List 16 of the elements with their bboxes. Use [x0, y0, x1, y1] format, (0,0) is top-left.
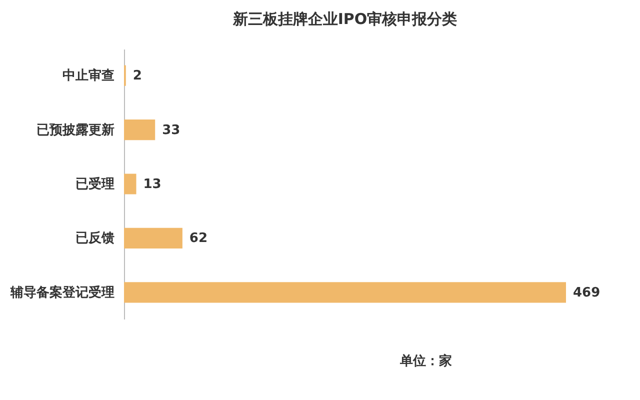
data-label: 33: [162, 122, 180, 138]
y-tick-label: 辅导备案登记受理: [10, 284, 114, 300]
bar: [124, 282, 566, 303]
unit-note: 单位：家: [400, 352, 452, 370]
data-label: 2: [132, 68, 142, 84]
y-tick-label: 已受理: [76, 176, 114, 192]
y-tick-label: 中止审查: [62, 68, 114, 84]
chart-title: 新三板挂牌企业IPO审核申报分类: [232, 10, 458, 28]
bar: [124, 119, 156, 140]
data-label: 469: [573, 285, 600, 300]
y-tick-label: 已反馈: [76, 230, 114, 246]
bar: [124, 228, 182, 249]
data-label: 13: [143, 177, 162, 192]
y-tick-label: 已预披露更新: [36, 122, 114, 138]
bar: [124, 174, 136, 194]
data-label: 62: [189, 231, 208, 246]
